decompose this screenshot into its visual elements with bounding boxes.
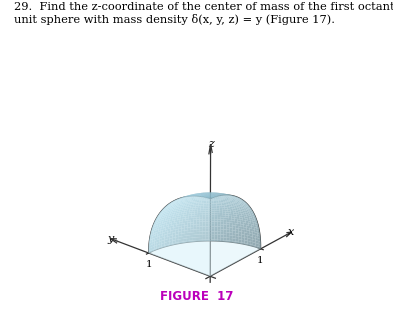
Text: unit sphere with mass density δ(x, y, z) = y (Figure 17).: unit sphere with mass density δ(x, y, z)… <box>14 14 335 25</box>
Text: 29.  Find the z-coordinate of the center of mass of the first octant of the: 29. Find the z-coordinate of the center … <box>14 2 393 12</box>
Text: FIGURE  17: FIGURE 17 <box>160 290 233 303</box>
